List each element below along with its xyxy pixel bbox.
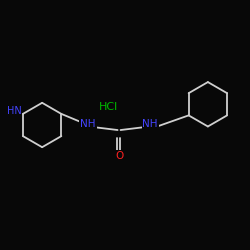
Text: HN: HN: [7, 106, 22, 116]
Text: O: O: [115, 151, 123, 161]
Text: NH: NH: [80, 118, 96, 128]
Text: HCl: HCl: [99, 102, 118, 112]
Text: NH: NH: [142, 118, 158, 128]
